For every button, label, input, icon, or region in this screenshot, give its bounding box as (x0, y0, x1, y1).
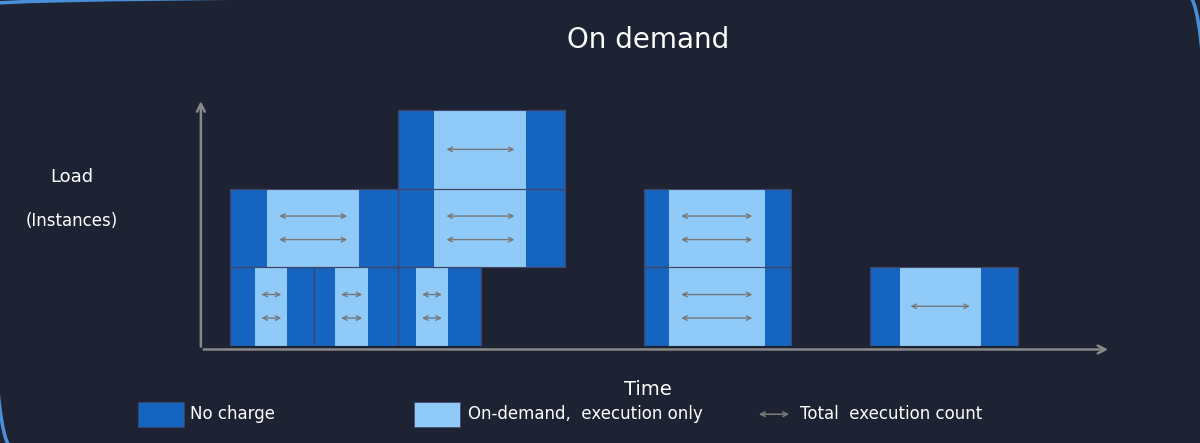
Bar (397, 110, 565, 189)
Bar (870, 267, 1018, 346)
Bar (416, 267, 448, 346)
Bar (900, 267, 980, 346)
Text: No charge: No charge (190, 405, 275, 423)
Bar (668, 189, 764, 267)
Bar (397, 110, 565, 189)
Bar (643, 267, 791, 346)
Text: On demand: On demand (566, 26, 730, 54)
Bar (230, 189, 397, 267)
Bar (434, 189, 527, 267)
Bar (870, 267, 1018, 346)
Bar (434, 110, 527, 189)
Bar (643, 189, 791, 267)
Bar (314, 267, 397, 346)
Bar (643, 267, 791, 346)
Bar (256, 267, 287, 346)
Bar (643, 189, 791, 267)
Bar (268, 189, 359, 267)
Bar (230, 189, 397, 267)
Bar (230, 267, 314, 346)
Bar (397, 189, 565, 267)
Bar (397, 267, 481, 346)
Text: (Instances): (Instances) (26, 213, 118, 230)
Bar (397, 189, 565, 267)
Text: Load: Load (50, 168, 94, 186)
Bar (335, 267, 368, 346)
Bar (314, 267, 397, 346)
Bar (668, 267, 764, 346)
Text: Total  execution count: Total execution count (800, 405, 983, 423)
Bar (230, 267, 314, 346)
Text: On-demand,  execution only: On-demand, execution only (468, 405, 703, 423)
Bar (397, 267, 481, 346)
Text: Time: Time (624, 381, 672, 399)
